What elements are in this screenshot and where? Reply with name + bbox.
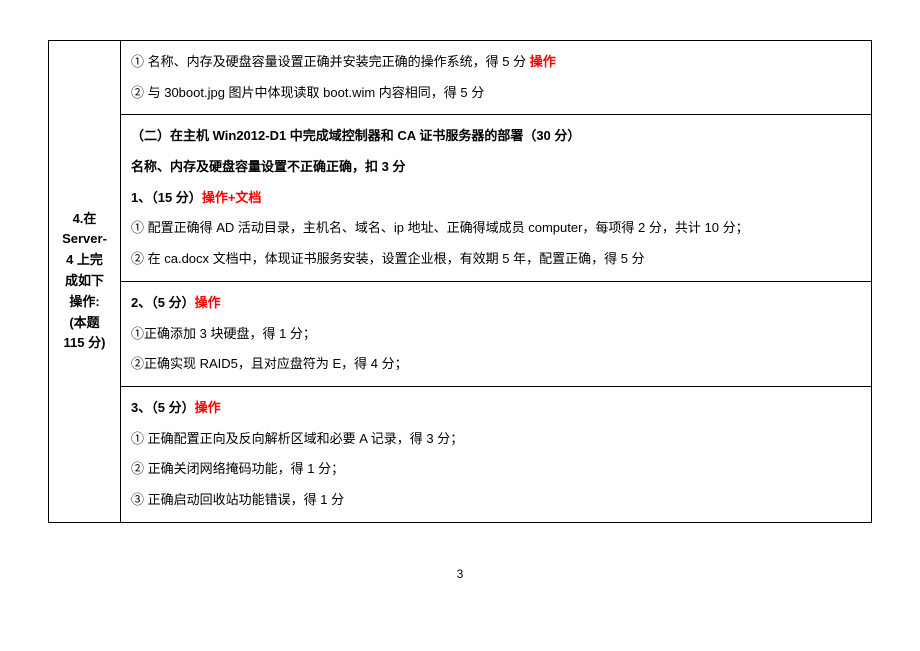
row4-q3-red: 操作 xyxy=(195,400,221,415)
row1-item1-red: 操作 xyxy=(530,54,556,69)
side-line: 4.在 xyxy=(55,209,114,230)
row2-penalty: 名称、内存及硬盘容量设置不正确正确，扣 3 分 xyxy=(131,152,861,183)
row3-q2-label-line: 2、（5 分）操作 xyxy=(131,288,861,319)
row2-q1-item1: ① 配置正确得 AD 活动目录，主机名、域名、ip 地址、正确得域成员 comp… xyxy=(131,213,861,244)
row4-q3-item1: ① 正确配置正向及反向解析区域和必要 A 记录，得 3 分； xyxy=(131,424,861,455)
content-cell-1: ① 名称、内存及硬盘容量设置正确并安装完正确的操作系统，得 5 分 操作 ② 与… xyxy=(121,41,872,115)
row4-q3-label-line: 3、（5 分）操作 xyxy=(131,393,861,424)
content-cell-2: （二）在主机 Win2012-D1 中完成域控制器和 CA 证书服务器的部署（3… xyxy=(121,115,872,281)
row4-q3-item3: ③ 正确启动回收站功能错误，得 1 分 xyxy=(131,485,861,516)
row2-q1-label-line: 1、（15 分）操作+文档 xyxy=(131,183,861,214)
row4-q3-item2: ② 正确关闭网络掩码功能，得 1 分； xyxy=(131,454,861,485)
row1-item1-text: ① 名称、内存及硬盘容量设置正确并安装完正确的操作系统，得 5 分 xyxy=(131,54,530,69)
rubric-table: 4.在 Server- 4 上完 成如下 操作: (本题 115 分) ① 名称… xyxy=(48,40,872,523)
row2-heading: （二）在主机 Win2012-D1 中完成域控制器和 CA 证书服务器的部署（3… xyxy=(131,121,861,152)
side-header-cell: 4.在 Server- 4 上完 成如下 操作: (本题 115 分) xyxy=(49,41,121,523)
row3-q2-item2: ②正确实现 RAID5，且对应盘符为 E，得 4 分； xyxy=(131,349,861,380)
row2-q1-item2: ② 在 ca.docx 文档中，体现证书服务安装，设置企业根，有效期 5 年，配… xyxy=(131,244,861,275)
row3-q2-item1: ①正确添加 3 块硬盘，得 1 分； xyxy=(131,319,861,350)
side-line: 操作: xyxy=(55,292,114,313)
side-line: (本题 xyxy=(55,313,114,334)
row1-item2: ② 与 30boot.jpg 图片中体现读取 boot.wim 内容相同，得 5… xyxy=(131,78,861,109)
side-line: 115 分) xyxy=(55,333,114,354)
side-line: 成如下 xyxy=(55,271,114,292)
row4-q3-label: 3、（5 分） xyxy=(131,400,195,415)
row1-item1: ① 名称、内存及硬盘容量设置正确并安装完正确的操作系统，得 5 分 操作 xyxy=(131,47,861,78)
row2-q1-red: 操作+文档 xyxy=(202,190,262,205)
row3-q2-red: 操作 xyxy=(195,295,221,310)
row2-q1-label: 1、（15 分） xyxy=(131,190,202,205)
side-line: Server- xyxy=(55,229,114,250)
page-number: 3 xyxy=(48,563,872,586)
row3-q2-label: 2、（5 分） xyxy=(131,295,195,310)
content-cell-3: 2、（5 分）操作 ①正确添加 3 块硬盘，得 1 分； ②正确实现 RAID5… xyxy=(121,281,872,386)
side-line: 4 上完 xyxy=(55,250,114,271)
content-cell-4: 3、（5 分）操作 ① 正确配置正向及反向解析区域和必要 A 记录，得 3 分；… xyxy=(121,386,872,522)
